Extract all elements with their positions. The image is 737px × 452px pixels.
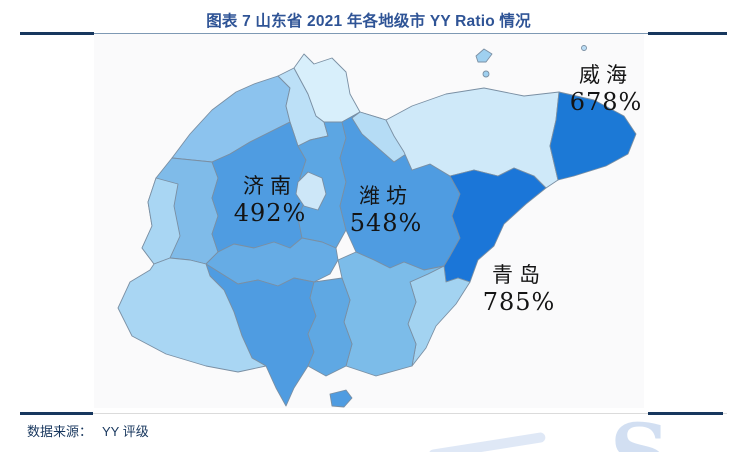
island-dot-1 xyxy=(482,70,490,78)
data-source-value: YY 评级 xyxy=(102,424,149,439)
island-changdao xyxy=(475,48,493,63)
watermark-fragment xyxy=(427,431,547,452)
map-panel: 济南 492% 潍坊 548% 青岛 785% 威海 678% xyxy=(94,34,644,408)
region-heze xyxy=(117,257,267,373)
footer-rule-right xyxy=(648,412,723,415)
footer-rule-left xyxy=(20,412,93,415)
island-dot-2 xyxy=(581,45,587,51)
footer-hairline xyxy=(20,413,727,414)
region-zaozhuang xyxy=(307,277,353,377)
shandong-choropleth-map xyxy=(117,45,637,408)
watermark-letter: S xyxy=(610,414,669,452)
region-rizhao xyxy=(407,265,471,367)
region-laiwu-patch xyxy=(295,171,327,211)
title-rule-right xyxy=(648,32,727,35)
figure-title: 图表 7 山东省 2021 年各地级市 YY Ratio 情况 xyxy=(206,13,531,30)
island-weishan xyxy=(329,389,353,408)
data-source-line: 数据来源： YY 评级 xyxy=(27,421,149,440)
region-weihai xyxy=(549,91,637,181)
title-rule-left xyxy=(20,32,94,35)
data-source-label: 数据来源： xyxy=(27,424,93,439)
region-qingdao xyxy=(443,167,547,283)
region-dongying xyxy=(293,53,361,123)
title-rule-middle xyxy=(94,32,648,34)
